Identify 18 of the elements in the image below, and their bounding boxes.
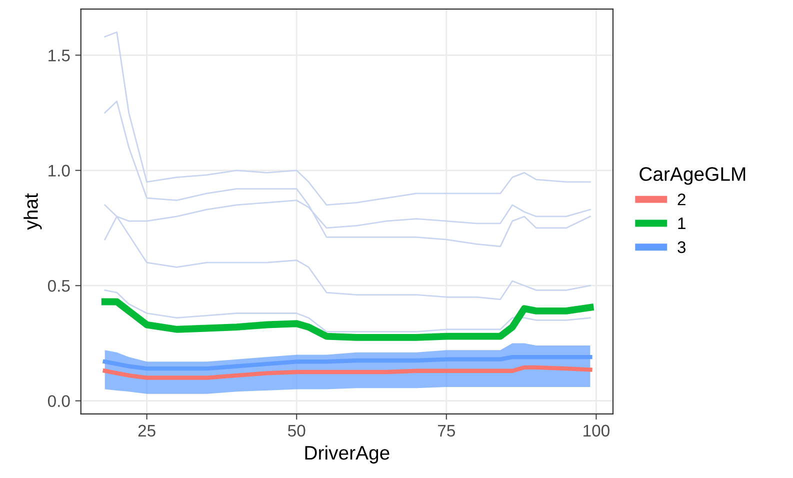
legend-title: CarAgeGLM — [640, 167, 746, 185]
x-tick-label: 50 — [288, 424, 306, 437]
legend-label: 2 — [678, 194, 686, 206]
y-tick-label: 1.0 — [48, 164, 70, 177]
y-axis-title: yhat — [24, 193, 42, 230]
y-tick-label: 1.5 — [48, 50, 70, 62]
x-tick-label: 75 — [438, 424, 455, 437]
line-series — [104, 31, 591, 206]
legend-label: 1 — [678, 218, 686, 230]
line-series — [104, 290, 591, 332]
line-series — [102, 365, 592, 380]
y-tick-label: 0.0 — [48, 395, 70, 408]
line-series — [104, 100, 591, 248]
x-tick-label: 25 — [138, 424, 156, 437]
x-tick-label: 100 — [584, 424, 610, 437]
y-tick-label: 0.5 — [48, 280, 70, 292]
legend-label: 3 — [678, 241, 686, 254]
x-axis-title: DriverAge — [305, 445, 390, 464]
